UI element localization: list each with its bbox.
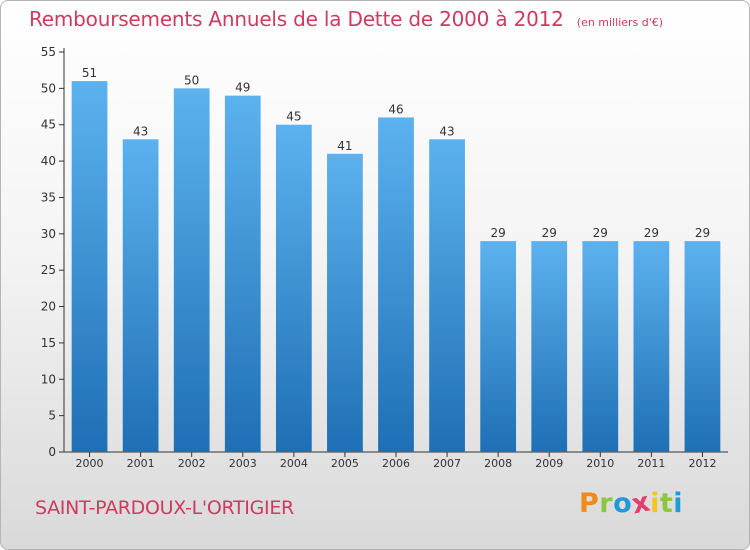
x-tick-label: 2009	[535, 457, 563, 470]
bar-value-label: 29	[644, 226, 659, 240]
proxiti-logo: Proxiti	[579, 486, 684, 520]
x-tick-label: 2006	[382, 457, 410, 470]
x-tick-label: 2004	[280, 457, 308, 470]
bar	[224, 95, 261, 453]
bar-value-label: 29	[542, 226, 557, 240]
y-tick-label: 50	[41, 81, 56, 95]
bar-value-label: 50	[184, 73, 199, 87]
x-tick-label: 2008	[484, 457, 512, 470]
bar-value-label: 29	[593, 226, 608, 240]
y-tick-label: 15	[41, 336, 56, 350]
logo-letter: P	[579, 488, 600, 519]
bar-value-label: 41	[337, 139, 352, 153]
chart-subtitle: (en milliers d'€)	[576, 16, 664, 29]
y-tick-label: 25	[41, 263, 56, 277]
bar-value-label: 46	[388, 102, 403, 116]
y-tick-label: 35	[41, 190, 56, 204]
plot-area: 0 5 10 15 20 25 30 35 40 45 50 55 51 2000 43 2001 50 2002…	[41, 45, 728, 470]
y-tick-label: 5	[48, 409, 56, 423]
bar	[684, 241, 721, 452]
bar	[275, 124, 312, 453]
logo-letter: t	[659, 488, 674, 519]
logo-letter: o	[613, 488, 633, 519]
chart-title: Remboursements Annuels de la Dette de 20…	[29, 7, 564, 31]
bar	[173, 88, 210, 452]
x-tick-label: 2012	[688, 457, 716, 470]
bar-value-label: 43	[439, 124, 454, 138]
bar	[429, 139, 465, 453]
x-tick-label: 2010	[586, 457, 614, 470]
y-tick-label: 20	[41, 300, 56, 314]
bar	[327, 153, 363, 452]
bar-value-label: 29	[491, 226, 506, 240]
x-tick-label: 2001	[127, 457, 155, 470]
logo-letter: i	[673, 488, 684, 519]
y-tick-label: 30	[41, 227, 56, 241]
bar	[582, 241, 619, 452]
x-tick-label: 2003	[229, 457, 257, 470]
bar	[71, 81, 108, 452]
x-tick-label: 2007	[433, 457, 461, 470]
bar-value-label: 51	[82, 66, 97, 80]
x-tick-label: 2002	[178, 457, 206, 470]
bar-value-label: 29	[695, 226, 710, 240]
logo-letter: r	[599, 488, 614, 519]
y-tick-label: 0	[48, 445, 56, 459]
y-tick-label: 55	[41, 45, 56, 59]
bar	[122, 139, 159, 453]
bar-value-label: 49	[235, 81, 250, 95]
logo-letter: i	[650, 488, 660, 519]
y-tick-label: 10	[41, 372, 56, 386]
bar	[480, 241, 517, 452]
commune-name: SAINT-PARDOUX-L'ORTIGIER	[35, 497, 294, 519]
bar-value-label: 45	[286, 110, 301, 124]
x-tick-label: 2000	[76, 457, 104, 470]
title-row: Remboursements Annuels de la Dette de 20…	[29, 7, 663, 31]
y-tick-label: 40	[41, 154, 56, 168]
bar	[633, 241, 670, 452]
x-tick-label: 2011	[637, 457, 665, 470]
y-tick-label: 45	[41, 118, 56, 132]
bar	[378, 117, 414, 453]
bar-value-label: 43	[133, 124, 148, 138]
bar	[531, 241, 568, 452]
x-tick-label: 2005	[331, 457, 359, 470]
